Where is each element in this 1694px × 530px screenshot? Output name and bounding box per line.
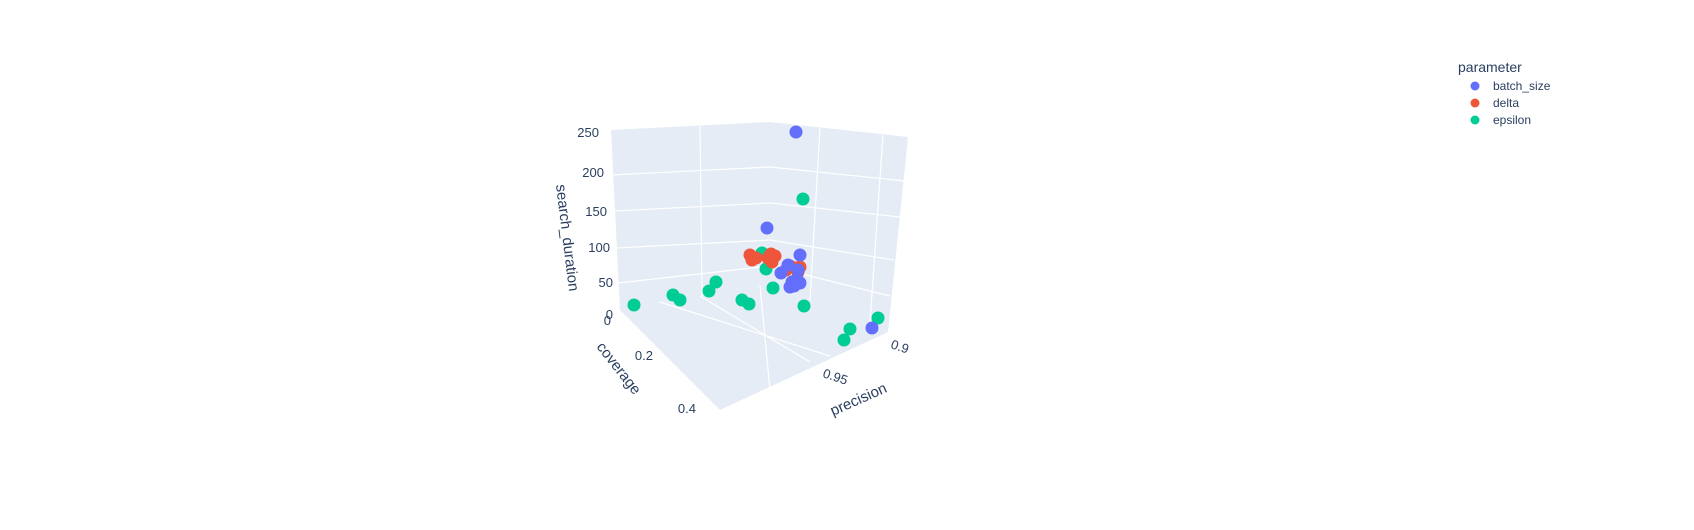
gridline (699, 125, 703, 297)
gridline (615, 239, 771, 249)
marker-epsilon-10[interactable] (766, 281, 780, 295)
z-tick-0: 0 (606, 307, 613, 322)
y-tick-0.4: 0.4 (678, 401, 696, 416)
z-tick-200: 200 (582, 165, 604, 180)
gridline (769, 202, 901, 218)
legend-item-epsilon[interactable]: epsilon (1470, 113, 1532, 127)
legend-item-batch-size[interactable]: batch_size (1470, 79, 1551, 93)
marker-epsilon-0[interactable] (796, 192, 810, 206)
gridline (769, 166, 906, 182)
x-axis-title: precision (828, 380, 890, 420)
gridline (613, 202, 771, 212)
z-tick-100: 100 (588, 240, 610, 255)
legend-label-epsilon: epsilon (1493, 113, 1531, 127)
marker-batch-size-11[interactable] (787, 279, 801, 293)
legend-label-delta: delta (1493, 96, 1519, 110)
gridline (617, 265, 771, 284)
back-wall-left (611, 122, 770, 310)
gridlines (611, 125, 906, 391)
legend-item-delta[interactable]: delta (1470, 96, 1520, 110)
legend-marker-batch-size (1470, 81, 1480, 91)
marker-epsilon-3[interactable] (673, 293, 687, 307)
x-tick-0.95: 0.95 (821, 366, 850, 388)
marker-epsilon-1[interactable] (627, 298, 641, 312)
tick-labels: 250 200 150 100 50 0 0 0.2 0.4 0.9 0.95 (577, 125, 911, 416)
marker-epsilon-12[interactable] (843, 322, 857, 336)
gridline (611, 166, 771, 176)
y-tick-0: 0 (604, 313, 611, 328)
gridline (759, 285, 771, 391)
legend-title: parameter (1458, 59, 1522, 75)
z-tick-250: 250 (577, 125, 599, 140)
marker-epsilon-14[interactable] (871, 311, 885, 325)
y-tick-0.2: 0.2 (635, 348, 653, 363)
legend-label-batch-size: batch_size (1493, 79, 1551, 93)
marker-batch-size-10[interactable] (781, 258, 795, 272)
marker-batch-size-12[interactable] (865, 321, 879, 335)
marker-epsilon-13[interactable] (837, 333, 851, 347)
gridline (659, 301, 831, 357)
marker-batch-size-0[interactable] (789, 125, 803, 139)
gridline (699, 295, 811, 363)
legend-marker-epsilon (1470, 115, 1480, 125)
z-tick-150: 150 (585, 204, 607, 219)
marker-delta-6[interactable] (765, 255, 779, 269)
marker-epsilon-7[interactable] (742, 297, 756, 311)
floor-panel (620, 284, 888, 410)
legend: parameter batch_size delta epsilon (1458, 59, 1551, 127)
gridline (809, 127, 821, 301)
marker-batch-size-1[interactable] (760, 221, 774, 235)
x-tick-0.9: 0.9 (889, 337, 911, 357)
marker-batch-size-2[interactable] (793, 248, 807, 262)
marker-epsilon-5[interactable] (709, 275, 723, 289)
marker-delta-2[interactable] (745, 253, 759, 267)
scene-panels (611, 122, 908, 410)
marker-epsilon-11[interactable] (797, 299, 811, 313)
legend-marker-delta (1470, 98, 1480, 108)
z-axis-title: search_duration (552, 183, 582, 292)
marker-batch-size-9[interactable] (791, 263, 805, 277)
z-tick-50: 50 (599, 275, 613, 290)
gridline (869, 134, 884, 323)
marker-epsilon-4[interactable] (702, 284, 716, 298)
data-markers (627, 125, 885, 347)
gridline (769, 239, 895, 261)
